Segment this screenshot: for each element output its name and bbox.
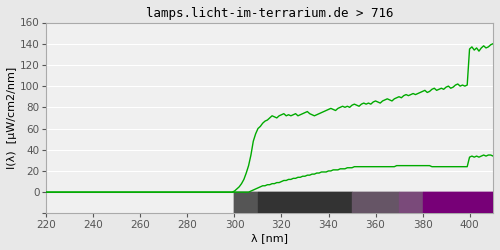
Y-axis label: I(λ)  [μW/cm2/nm]: I(λ) [μW/cm2/nm] — [7, 67, 17, 169]
Bar — [258, 192, 352, 213]
Bar — [422, 192, 493, 213]
Bar — [422, 192, 493, 213]
X-axis label: λ [nm]: λ [nm] — [251, 233, 288, 243]
Bar — [258, 192, 352, 213]
Bar — [352, 192, 399, 213]
Bar — [234, 192, 258, 213]
Title: lamps.licht-im-terrarium.de > 716: lamps.licht-im-terrarium.de > 716 — [146, 7, 394, 20]
Bar — [234, 192, 258, 213]
Bar — [399, 192, 422, 213]
Bar — [352, 192, 399, 213]
Bar — [399, 192, 422, 213]
